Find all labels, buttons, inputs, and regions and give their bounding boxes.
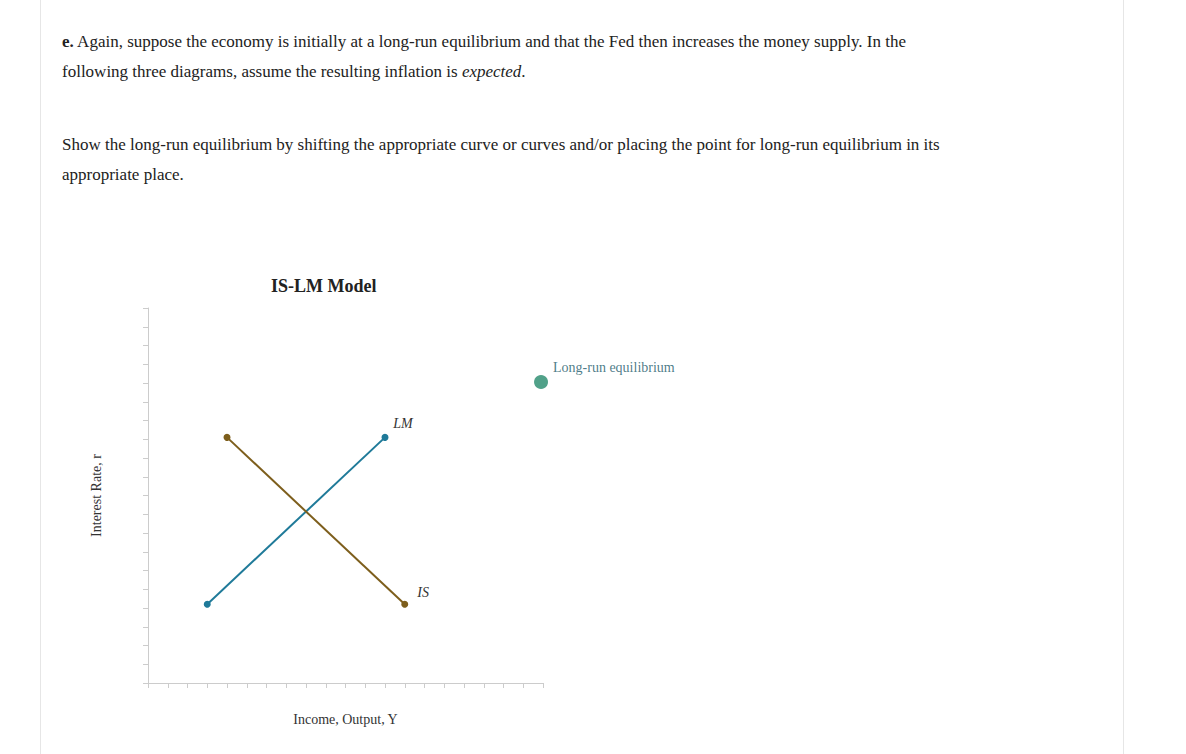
svg-text:IS-LM Model: IS-LM Model <box>271 276 377 296</box>
svg-text:IS: IS <box>416 585 429 600</box>
html-text:e. Again, suppose the economy: e. Again, suppose the economy is initial… <box>62 32 906 51</box>
svg-text:Long-run equilibrium: Long-run equilibrium <box>553 360 675 375</box>
html-text:Show the long-run equilibrium: Show the long-run equilibrium by shiftin… <box>62 135 940 154</box>
svg-text:Income, Output, Y: Income, Output, Y <box>293 712 397 727</box>
svg-text:LM: LM <box>392 416 414 431</box>
html-text:following three diagrams, assu: following three diagrams, assume the res… <box>62 62 526 81</box>
html-text:appropriate place.: appropriate place. <box>62 165 184 184</box>
svg-text:Interest Rate, r: Interest Rate, r <box>89 454 104 537</box>
